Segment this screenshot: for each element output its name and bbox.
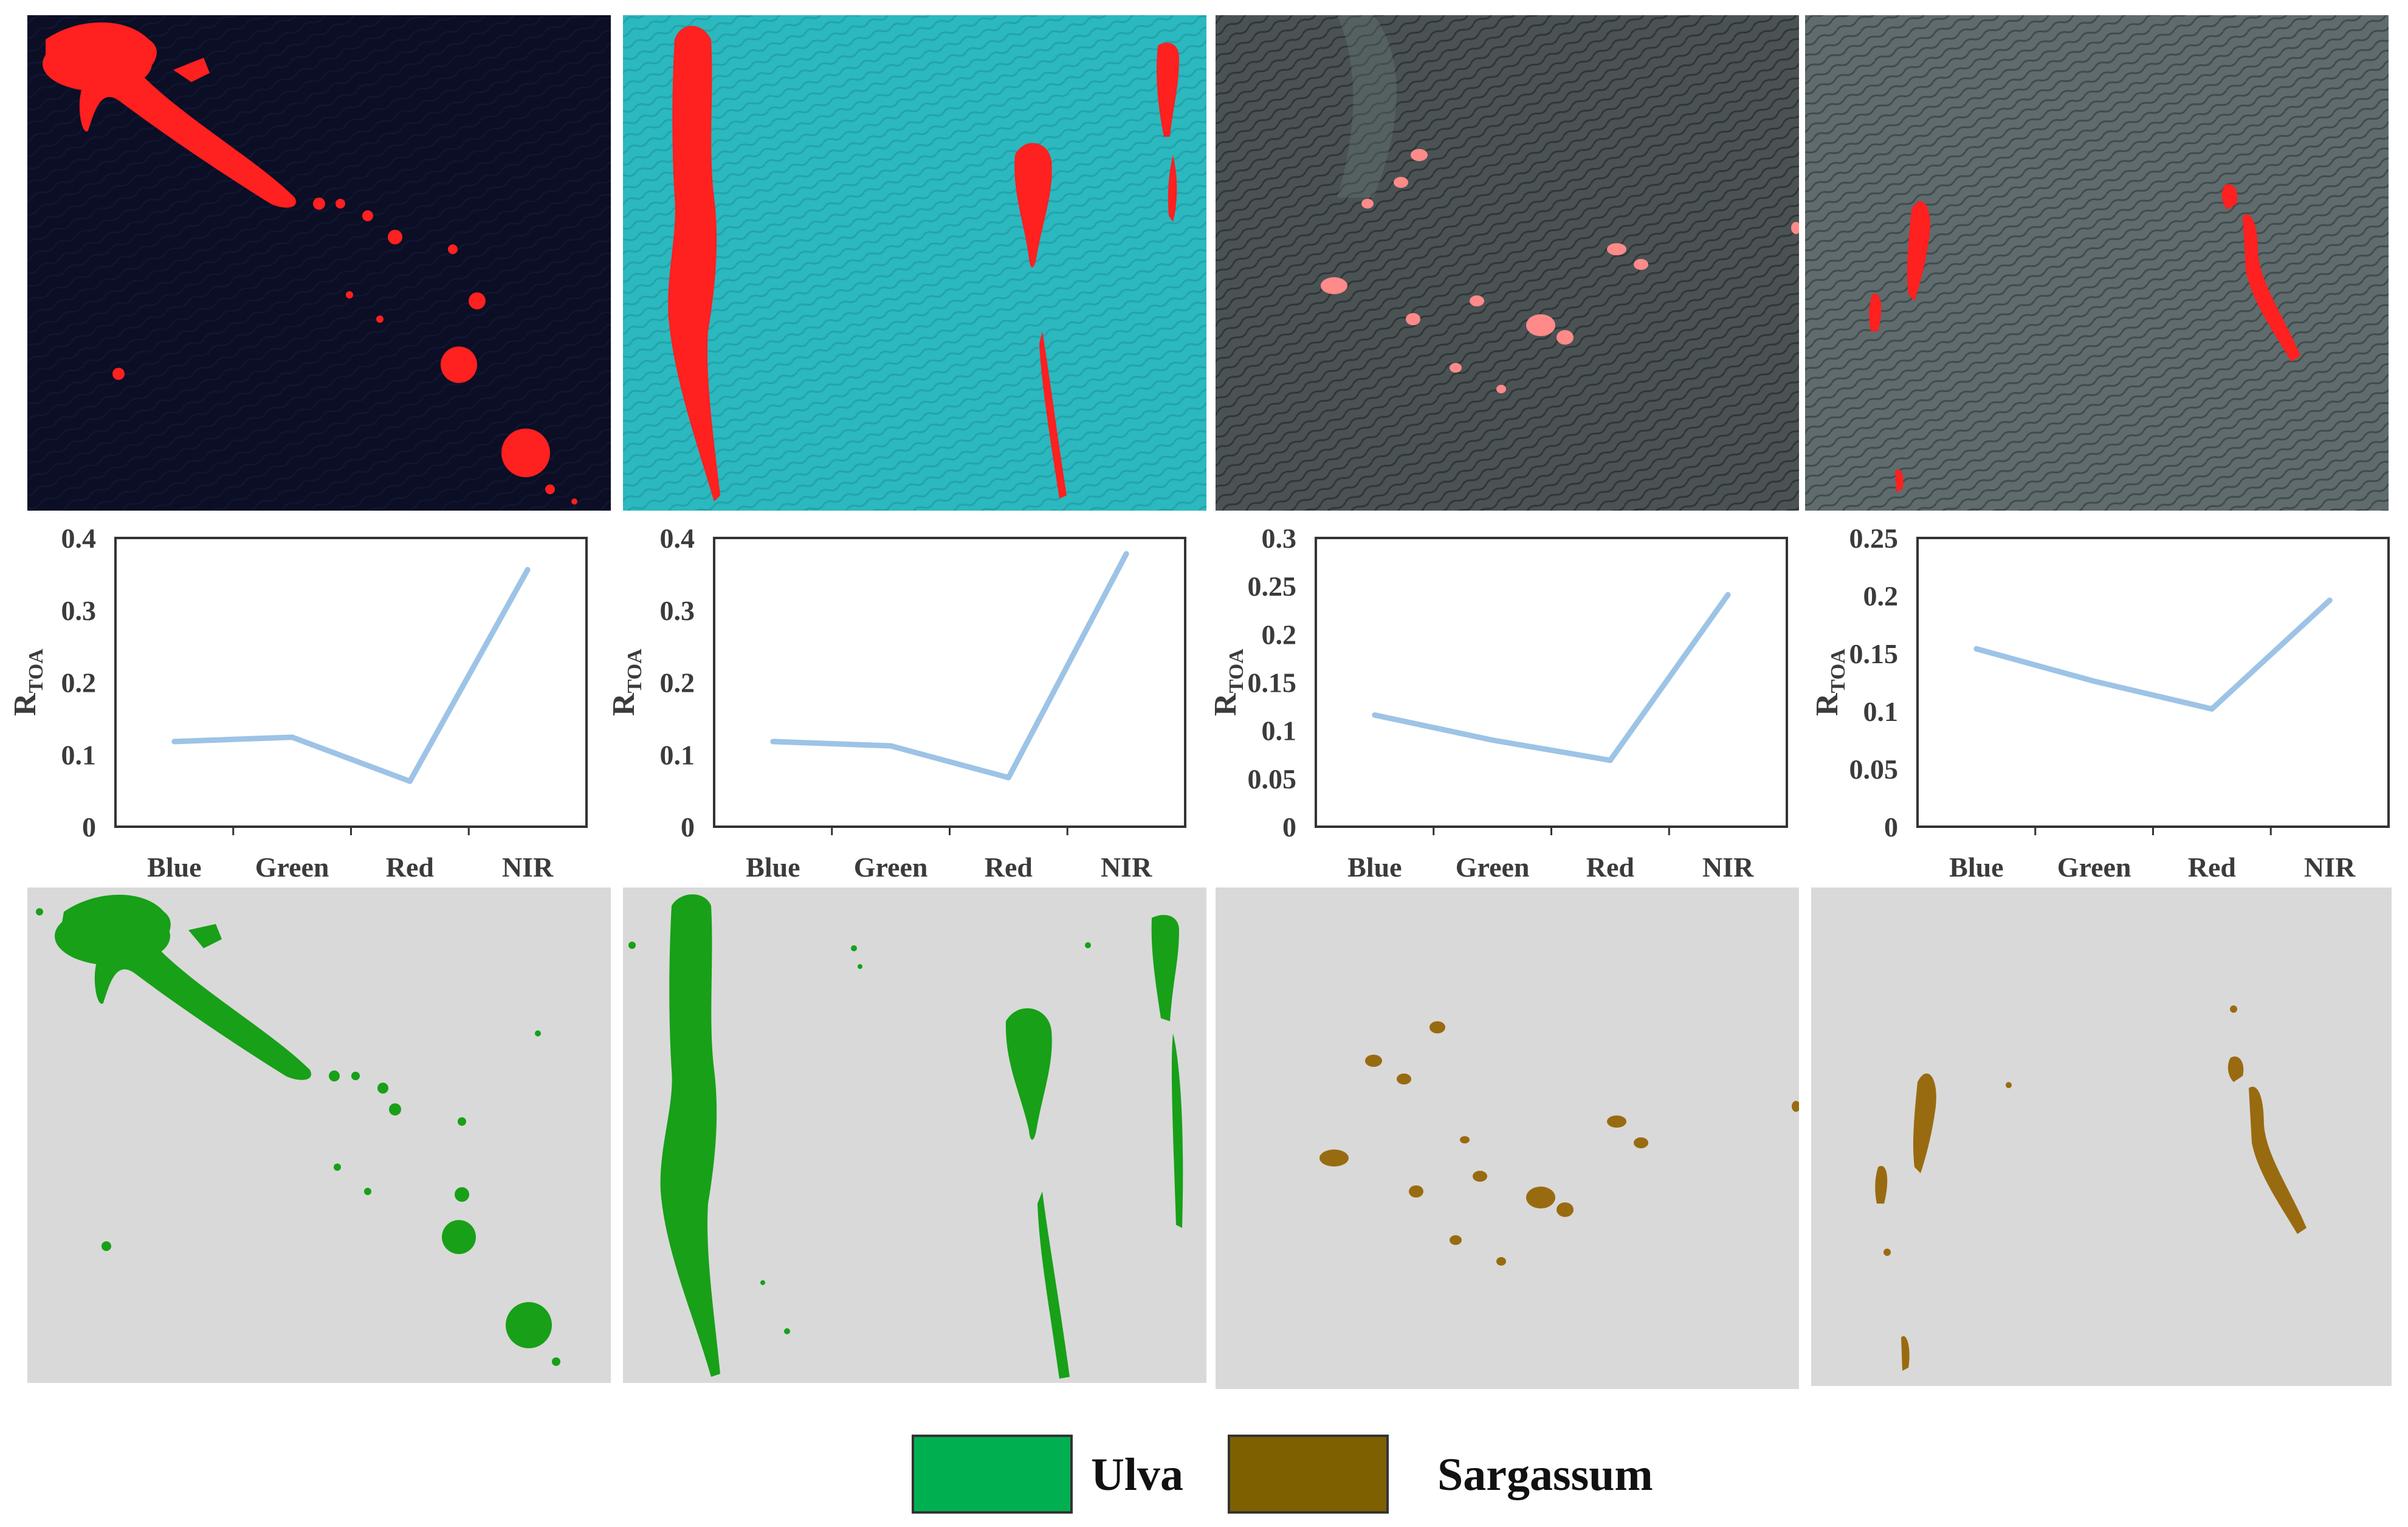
legend-label-ulva: Ulva — [1091, 1449, 1183, 1500]
x-tick-label: Red — [985, 852, 1033, 883]
x-tick-label: Blue — [1949, 852, 2003, 883]
series-line — [1372, 591, 1731, 764]
classified-map-sargassum-1 — [1216, 888, 1799, 1389]
x-tick-label: Blue — [746, 852, 800, 883]
data-point — [770, 739, 776, 745]
y-tick-label: 0.2 — [61, 667, 97, 698]
y-tick-label: 0.4 — [61, 523, 97, 554]
x-tick-label: Blue — [1347, 852, 1402, 883]
y-tick-label: 0.1 — [660, 739, 695, 770]
x-tick-label: Blue — [147, 852, 201, 883]
y-tick-label: 0 — [1884, 812, 1898, 843]
y-tick-label: 0.15 — [1849, 638, 1899, 669]
data-point — [1725, 591, 1731, 598]
data-point — [407, 778, 413, 784]
y-axis-label: RTOA — [1810, 649, 1849, 716]
legend-swatch-sargassum — [1228, 1435, 1389, 1514]
data-point — [2209, 706, 2215, 712]
satellite-image-sargassum-1 — [1216, 15, 1799, 511]
x-tick-label: Red — [1586, 852, 1635, 883]
y-tick-label: 0.3 — [660, 595, 695, 626]
data-point — [1372, 712, 1378, 718]
data-point — [525, 567, 531, 573]
y-tick-label: 0.4 — [660, 523, 695, 554]
satellite-image-ulva-1 — [27, 15, 611, 511]
x-tick-label: Red — [2188, 852, 2237, 883]
plot-frame — [1916, 537, 2390, 828]
series-line — [770, 551, 1129, 781]
y-tick-label: 0.1 — [1262, 715, 1297, 746]
x-tick-label: NIR — [1101, 852, 1152, 883]
x-tick-label: NIR — [2304, 852, 2356, 883]
y-tick-label: 0 — [1282, 812, 1296, 843]
spectral-chart-1-svg: 0 0.1 0.2 0.3 0.4 Blue Green Red NIR RTOA — [8, 523, 588, 883]
spectral-chart-2: 0 0.1 0.2 0.3 0.4 Blue Green Red NIR RTOA — [599, 523, 1200, 888]
y-tick-label: 0.25 — [1849, 523, 1899, 554]
series-line — [171, 567, 531, 784]
y-tick-label: 0.3 — [61, 595, 97, 626]
spectral-chart-2-svg: 0 0.1 0.2 0.3 0.4 Blue Green Red NIR RTOA — [607, 523, 1186, 883]
classified-map-sargassum-2 — [1811, 888, 2392, 1386]
y-axis-label: RTOA — [8, 649, 47, 716]
x-tick-label: Red — [386, 852, 435, 883]
plot-frame — [114, 537, 588, 828]
y-tick-label: 0 — [82, 812, 96, 843]
data-point — [171, 739, 177, 745]
x-tick-label: Green — [1456, 852, 1530, 883]
data-point — [2327, 598, 2333, 604]
legend-swatch-ulva — [912, 1435, 1073, 1514]
y-axis-label: RTOA — [1208, 649, 1248, 716]
satellite-image-sargassum-2 — [1805, 15, 2389, 511]
satellite-image-ulva-2 — [623, 15, 1206, 511]
y-tick-label: 0.25 — [1248, 571, 1297, 602]
data-point — [1607, 757, 1613, 764]
data-point — [1005, 774, 1011, 781]
spectral-chart-3: 0 0.05 0.1 0.15 0.2 0.25 0.3 Blue Green Red NIR RTO… — [1200, 523, 1802, 888]
legend-label-sargassum: Sargassum — [1437, 1449, 1653, 1500]
y-tick-label: 0.2 — [660, 667, 695, 698]
y-tick-label: 0.2 — [1863, 581, 1899, 612]
y-tick-label: 0.2 — [1262, 619, 1297, 650]
classified-map-ulva-1 — [27, 888, 611, 1383]
y-tick-label: 0 — [681, 812, 695, 843]
plot-frame — [1315, 537, 1788, 828]
y-tick-label: 0.05 — [1248, 764, 1297, 795]
x-tick-label: NIR — [502, 852, 554, 883]
y-tick-label: 0.05 — [1849, 754, 1899, 785]
spectral-chart-4-svg: 0 0.05 0.1 0.15 0.2 0.25 Blue Green Red NIR RTOA — [1810, 523, 2390, 883]
x-tick-label: Green — [854, 852, 928, 883]
data-point — [289, 734, 295, 740]
x-tick-label: NIR — [1702, 852, 1754, 883]
series-line — [1973, 598, 2333, 712]
data-point — [1490, 737, 1496, 743]
data-point — [1973, 646, 1980, 652]
y-tick-label: 0.15 — [1248, 667, 1297, 698]
x-tick-label: Green — [255, 852, 329, 883]
spectral-chart-4: 0 0.05 0.1 0.15 0.2 0.25 Blue Green Red NIR RTOA — [1802, 523, 2404, 888]
y-tick-label: 0.3 — [1262, 523, 1297, 554]
data-point — [1123, 551, 1129, 557]
y-axis-label: RTOA — [607, 649, 646, 716]
data-point — [2091, 678, 2097, 684]
y-tick-label: 0.1 — [1863, 696, 1899, 727]
classified-map-ulva-2 — [623, 888, 1206, 1383]
y-tick-label: 0.1 — [61, 739, 97, 770]
data-point — [888, 743, 894, 749]
spectral-chart-3-svg: 0 0.05 0.1 0.15 0.2 0.25 0.3 Blue Green Red NIR RTO… — [1208, 523, 1788, 883]
x-tick-label: Green — [2057, 852, 2131, 883]
spectral-chart-1: 0 0.1 0.2 0.3 0.4 Blue Green Red NIR RTOA — [0, 523, 602, 888]
